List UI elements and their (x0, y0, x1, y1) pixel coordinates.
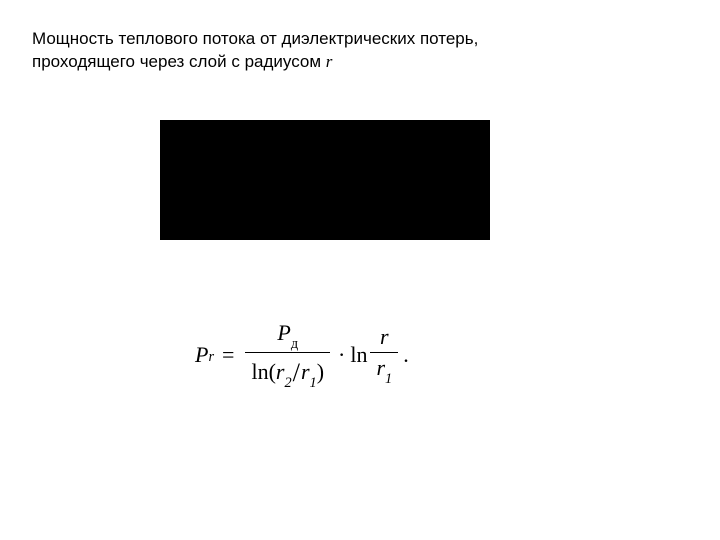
eq-frac2: r r1 (370, 324, 398, 385)
eq-frac1-num: Pд (271, 320, 304, 352)
eq-lhs: Pr (195, 342, 214, 368)
equation: Pr = Pд ln(r2/r1) · ln r r1 . (195, 320, 409, 390)
eq-lhs-P: P (195, 342, 208, 368)
heading-text: Мощность теплового потока от диэлектриче… (32, 28, 478, 74)
heading-line1: Мощность теплового потока от диэлектриче… (32, 29, 478, 48)
heading-var-r: r (326, 52, 333, 71)
eq-frac1-slash: / (293, 357, 300, 387)
eq-frac1: Pд ln(r2/r1) (245, 320, 330, 390)
eq-frac1-den: ln(r2/r1) (245, 352, 330, 389)
eq-frac2-num: r (374, 324, 395, 352)
eq-frac2-sub: 1 (385, 371, 392, 387)
eq-frac1-lparen: ( (269, 359, 276, 384)
eq-frac1-r1sub: 1 (310, 375, 317, 391)
eq-frac2-den: r1 (370, 352, 398, 385)
eq-frac1-ln: ln (251, 359, 268, 384)
eq-frac1-r1: r (301, 359, 310, 384)
heading-line2-pre: проходящего через слой с радиусом (32, 52, 326, 71)
eq-ln2: ln (350, 342, 367, 368)
eq-frac2-r: r (376, 355, 385, 380)
eq-frac1-rparen: ) (317, 359, 324, 384)
eq-frac1-r2sub: 2 (284, 375, 291, 391)
black-rectangle (160, 120, 490, 240)
eq-frac1-P: P (277, 320, 290, 345)
eq-frac1-sub-d: д (291, 336, 298, 352)
eq-equals: = (222, 342, 234, 368)
eq-lhs-sub: r (208, 349, 214, 366)
eq-period: . (403, 342, 409, 368)
eq-cdot: · (338, 342, 345, 368)
